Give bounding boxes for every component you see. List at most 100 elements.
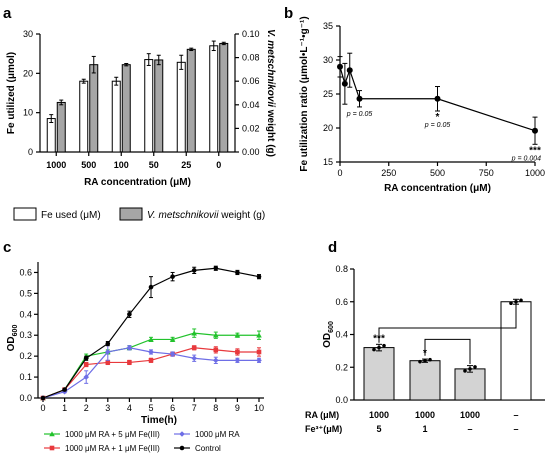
bar-error (49, 114, 54, 123)
replicate-point (382, 343, 386, 348)
legend-marker-2 (179, 431, 185, 437)
replicate-point (418, 359, 422, 364)
left-tick-label: 30 (23, 29, 33, 39)
series-point-3 (170, 274, 175, 279)
y-axis-label-sub: 600 (328, 321, 335, 333)
legend-label-1: 1000 μM RA + 1 μM Fe(III) (65, 444, 160, 453)
bar-weight (154, 59, 164, 153)
series-point-3 (213, 265, 219, 271)
bar-error (124, 63, 129, 67)
x-tick-label: 10 (254, 403, 264, 413)
row-value: – (513, 424, 518, 434)
legend-label-weight: V. metschnikovii weight (g) (147, 210, 265, 221)
left-tick-label: 10 (23, 108, 33, 118)
bar-fe-used (46, 118, 56, 153)
bar-fe-used (209, 45, 219, 153)
series-point-2 (148, 349, 154, 355)
series-point-1 (105, 360, 111, 365)
y-tick-label: 0.3 (19, 330, 32, 340)
y-axis-label-main: OD (322, 333, 333, 348)
x-tick-label: 0 (40, 403, 45, 413)
right-tick-label: 0.06 (242, 76, 260, 86)
legend-label-fe-used: Fe used (μM) (41, 210, 101, 221)
bar-error (114, 76, 119, 86)
panel-label-c: c (3, 239, 11, 256)
bar (363, 347, 395, 401)
ratio-point (337, 63, 343, 70)
series-point-2 (105, 349, 111, 355)
right-tick-label: 0.00 (242, 147, 260, 157)
y-tick-label: 0.4 (19, 309, 32, 319)
x-tick-label: 5 (148, 403, 153, 413)
series-point-2 (83, 374, 89, 380)
replicate-point (463, 369, 467, 373)
p-value-label: p = 0.05 (346, 111, 373, 118)
x-tick-label: 50 (149, 160, 159, 170)
x-tick-label: 0 (216, 160, 221, 170)
bar-fe-used (111, 80, 121, 153)
y-tick-label: 0.0 (335, 395, 348, 405)
series-point-1 (235, 349, 240, 355)
bar-weight (121, 64, 131, 153)
replicate-point (423, 358, 427, 363)
replicate-point (473, 365, 477, 369)
panel-label-a: a (3, 5, 12, 22)
y-axis-label-main: OD (6, 336, 17, 351)
row-value: 5 (376, 424, 381, 434)
x-tick-label: 0 (337, 168, 342, 178)
series-line-0 (42, 332, 259, 399)
bar-weight (89, 64, 99, 153)
bar-error (179, 54, 184, 70)
p-value-label: p = 0.004 (511, 155, 541, 162)
series-point-3 (40, 395, 46, 401)
row-value: 1000 (415, 410, 435, 420)
significance-stars: *** (529, 145, 541, 156)
series-point-3 (127, 312, 132, 317)
y-axis-label-right-unit: weight (g) (265, 107, 276, 157)
y-tick-label: 20 (323, 123, 333, 133)
series-point-3 (105, 341, 111, 346)
x-tick-label: 1000 (525, 168, 545, 178)
y-tick-label: 0.8 (335, 264, 348, 274)
series-point-1 (127, 360, 132, 365)
x-tick-label: 500 (81, 160, 96, 170)
series-point-1 (256, 349, 262, 355)
ratio-point (341, 80, 348, 87)
series-point-2 (256, 357, 262, 364)
y-axis-label-sub: 600 (12, 325, 19, 337)
row-value: – (513, 410, 518, 420)
bar-error (211, 40, 216, 52)
y-axis-label: OD600 (322, 321, 335, 348)
p-value-label: p = 0.05 (424, 122, 451, 129)
right-tick-label: 0.08 (242, 53, 260, 63)
replicate-point (372, 347, 376, 352)
legend-label-2: 1000 μM RA (195, 430, 240, 439)
x-tick-label: 7 (192, 403, 197, 413)
y-axis-label-left: Fe utilized (μmol) (6, 52, 17, 134)
ratio-point (532, 127, 538, 134)
x-tick-label: 100 (114, 160, 129, 170)
series-point-3 (148, 284, 154, 290)
row-value: 1 (422, 424, 427, 434)
y-tick-label: 15 (323, 157, 333, 167)
x-tick-label: 4 (127, 403, 132, 413)
y-tick-label: 35 (323, 21, 333, 31)
x-tick-label: 8 (213, 403, 218, 413)
row-value: 1000 (369, 410, 389, 420)
y-tick-label: 0.0 (19, 393, 32, 403)
series-point-3 (62, 387, 67, 392)
ratio-point (434, 95, 441, 102)
series-point-1 (148, 358, 154, 363)
replicate-point (519, 298, 523, 303)
bar-error (189, 47, 194, 52)
x-axis-label: RA concentration (μM) (84, 177, 191, 188)
series-point-0 (148, 336, 154, 342)
series-point-0 (256, 332, 262, 338)
comparison-bracket (424, 338, 471, 364)
series-point-3 (256, 274, 262, 279)
legend-label-weight-species: V. metschnikovii (147, 210, 219, 221)
y-tick-label: 0.2 (19, 351, 32, 361)
replicate-point (377, 345, 381, 350)
